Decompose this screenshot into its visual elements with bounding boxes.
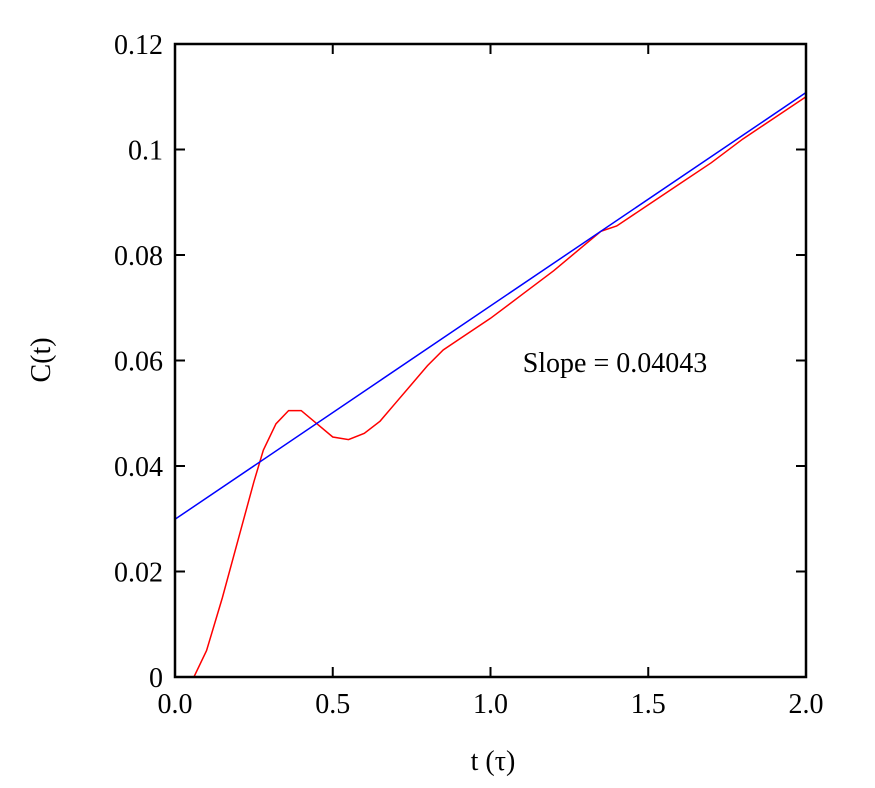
- x-tick-label: 2.0: [789, 689, 824, 720]
- x-tick-label: 1.0: [473, 689, 508, 720]
- series-line: [174, 91, 807, 520]
- y-tick-label: 0.02: [114, 558, 163, 589]
- y-tick-label: 0.08: [114, 241, 163, 272]
- x-tick-label: 0.0: [158, 689, 193, 720]
- annotation: Slope = 0.04043: [523, 348, 708, 379]
- series-line: [175, 96, 807, 678]
- x-tick-label: 0.5: [315, 689, 350, 720]
- x-axis-label: t (τ): [471, 746, 516, 777]
- y-tick-label: 0.12: [114, 30, 163, 61]
- y-tick-label: 0: [149, 663, 163, 694]
- y-tick-label: 0.1: [128, 136, 163, 167]
- y-tick-label: 0.06: [114, 347, 163, 378]
- x-tick-label: 1.5: [631, 689, 666, 720]
- y-axis-label: C(t): [26, 337, 57, 382]
- y-tick-label: 0.04: [114, 452, 163, 483]
- plot-frame: [173, 42, 808, 679]
